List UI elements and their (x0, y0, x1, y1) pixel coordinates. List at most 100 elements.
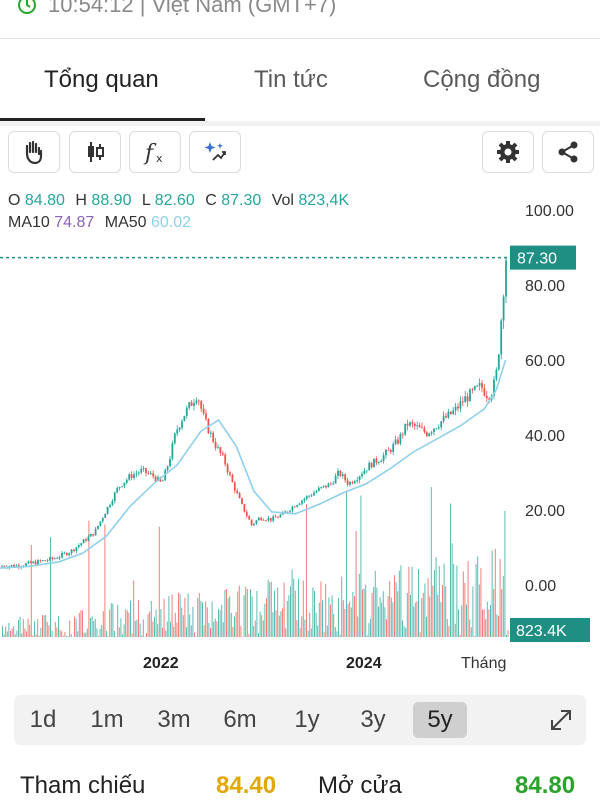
candle-body (51, 557, 54, 559)
candle-body (291, 506, 294, 511)
candle-body (442, 416, 445, 422)
candle-body (313, 492, 315, 496)
chart-type-button[interactable] (69, 131, 121, 173)
candle-body (248, 516, 251, 520)
volume-bar (261, 615, 263, 637)
volume-bar (430, 487, 432, 637)
volume-bar (21, 633, 23, 637)
volume-bar (499, 559, 501, 637)
candle-body (243, 503, 246, 512)
candle-body (188, 402, 191, 408)
price-chart[interactable]: 87.30 823.4K 100.00 80.00 60.00 40.00 20.00 0… (0, 180, 600, 680)
candle-body (308, 495, 311, 497)
magic-icon (204, 142, 226, 161)
volume-bar (146, 632, 147, 637)
volume-bar (70, 634, 72, 637)
candlestick-icon (88, 142, 104, 162)
period-5y[interactable]: 5y (413, 702, 467, 738)
candle-body (111, 500, 114, 505)
volume-bar (274, 590, 275, 637)
volume-bar (22, 619, 24, 637)
volume-bar (325, 583, 327, 637)
tab-news[interactable]: Tin tức (254, 66, 328, 93)
volume-bar (229, 596, 231, 637)
candle-body (301, 500, 303, 504)
volume-bar (470, 627, 472, 637)
volume-bar (203, 625, 205, 637)
volume-bar (224, 589, 226, 637)
volume-bar (424, 583, 426, 637)
volume-bar (114, 631, 115, 637)
candle-body (437, 427, 440, 429)
period-3m[interactable]: 3m (157, 706, 191, 733)
volume-bar (291, 569, 293, 637)
volume-bar (77, 631, 79, 637)
period-3y[interactable]: 3y (360, 706, 386, 733)
period-1d[interactable]: 1d (29, 706, 57, 733)
candle-body (241, 498, 243, 504)
candle-body (483, 388, 486, 396)
period-1m[interactable]: 1m (90, 706, 124, 733)
tab-overview[interactable]: Tổng quan (44, 66, 159, 93)
candle-body (433, 428, 435, 433)
hand-icon (25, 140, 43, 165)
volume-bar (10, 631, 11, 637)
volume-bar (11, 628, 13, 637)
settings-button[interactable] (482, 131, 534, 173)
candle-body (332, 483, 335, 485)
ma-legend: MA10 74.87 MA50 60.02 (8, 214, 191, 232)
indicators-button[interactable]: f x (129, 131, 181, 173)
gear-icon (497, 141, 519, 163)
volume-bar (75, 618, 77, 637)
volume-bar (504, 510, 506, 637)
volume-bar (238, 585, 240, 637)
candle-body (231, 474, 234, 483)
volume-bar (411, 566, 413, 637)
open-value: 84.80 (24, 192, 65, 209)
volume-bar (394, 575, 395, 637)
volume-bar (469, 619, 471, 637)
candle-body (349, 482, 351, 485)
candle-body (430, 432, 433, 434)
candle-body (135, 473, 138, 475)
volume-bar (197, 598, 199, 637)
candle-body (44, 560, 47, 562)
volume-bar (24, 628, 26, 637)
candle-body (380, 460, 383, 463)
volume-bar (42, 615, 43, 637)
candle-body (260, 517, 263, 520)
volume-bar (126, 610, 128, 637)
candle-body (377, 462, 380, 463)
volume-bar (478, 584, 480, 637)
volume-bar (237, 591, 239, 637)
market-time: 10:54:12 | Việt Nam (GMT+7) (48, 0, 337, 17)
volume-bar (248, 633, 250, 637)
volume-bar (365, 584, 367, 637)
volume-bar (410, 594, 411, 637)
share-button[interactable] (542, 131, 594, 173)
volume-bar (318, 602, 320, 637)
auto-analysis-button[interactable] (189, 131, 241, 173)
candle-body (339, 470, 342, 476)
volume-bar (493, 589, 495, 637)
tab-community[interactable]: Cộng đồng (423, 66, 541, 93)
period-1y[interactable]: 1y (294, 706, 320, 733)
volume-bar (406, 592, 408, 637)
volume-bar (62, 635, 64, 637)
draw-hand-button[interactable] (8, 131, 60, 173)
volume-bar (168, 595, 170, 637)
candle-body (250, 519, 253, 526)
last-price-label: 87.30 (517, 251, 557, 268)
expand-icon[interactable] (546, 705, 576, 735)
candle-body (195, 400, 198, 404)
volume-bar (149, 611, 151, 637)
candle-body (267, 518, 270, 521)
candle-body (478, 383, 481, 386)
volume-bar (288, 595, 290, 637)
volume-bar (83, 632, 85, 637)
last-price-badge: 87.30 (510, 245, 576, 270)
candle-body (233, 482, 236, 491)
candle-body (325, 485, 327, 488)
volume-bar (360, 495, 362, 637)
period-6m[interactable]: 6m (223, 706, 257, 733)
